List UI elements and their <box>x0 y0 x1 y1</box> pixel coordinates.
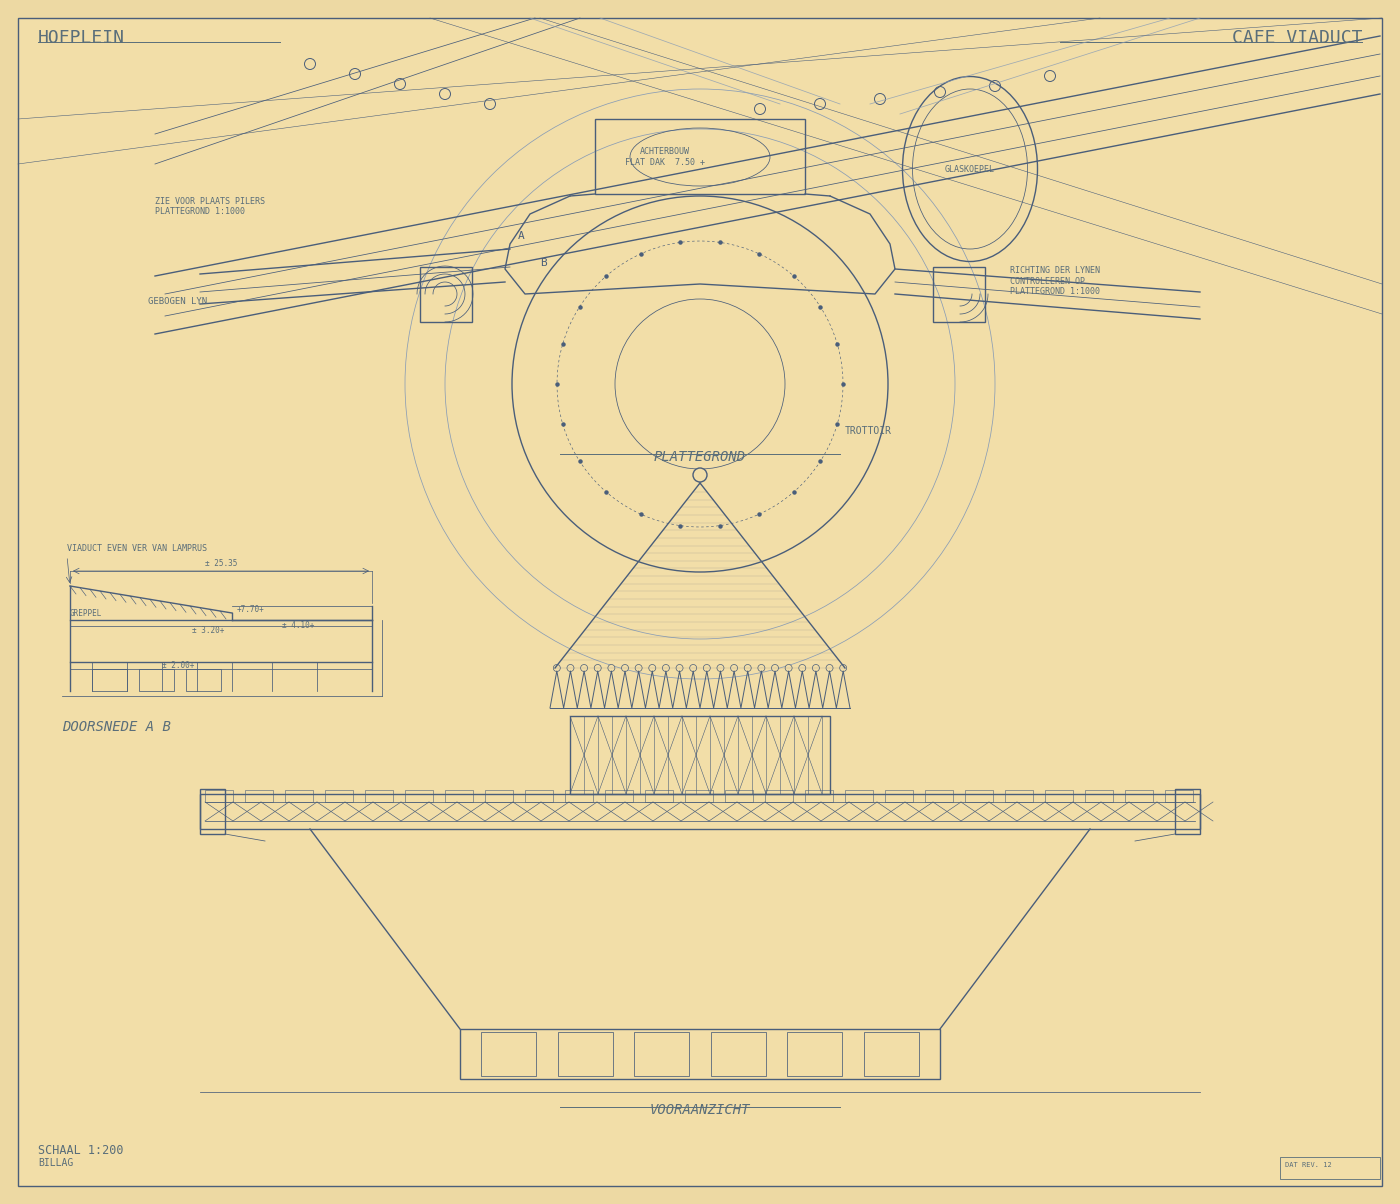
Bar <box>286 790 314 802</box>
Bar <box>605 790 633 802</box>
Circle shape <box>553 665 560 672</box>
Bar <box>420 267 472 321</box>
Bar <box>484 790 512 802</box>
Text: CAFE VIADUCT: CAFE VIADUCT <box>1232 29 1362 47</box>
Text: GREPPEL: GREPPEL <box>70 609 102 618</box>
Text: ± 3.20+: ± 3.20+ <box>192 626 224 635</box>
Bar <box>92 669 127 691</box>
Bar <box>685 790 713 802</box>
Circle shape <box>608 665 615 672</box>
Bar <box>1126 790 1154 802</box>
Text: VOORAANZICHT: VOORAANZICHT <box>650 1103 750 1117</box>
Bar <box>805 790 833 802</box>
Bar <box>482 1032 536 1076</box>
Circle shape <box>690 665 697 672</box>
Bar <box>139 669 174 691</box>
Text: VIADUCT EVEN VER VAN LAMPRUS: VIADUCT EVEN VER VAN LAMPRUS <box>67 544 207 553</box>
Bar <box>1005 790 1033 802</box>
Text: PLATTEGROND: PLATTEGROND <box>654 450 746 464</box>
Circle shape <box>676 665 683 672</box>
Circle shape <box>567 665 574 672</box>
Bar <box>764 790 792 802</box>
Circle shape <box>622 665 629 672</box>
Text: ± 2.00+: ± 2.00+ <box>162 661 195 669</box>
Text: RICHTING DER LYNEN
CONTROLEEREN OP
PLATTEGROND 1:1000: RICHTING DER LYNEN CONTROLEEREN OP PLATT… <box>1009 266 1100 296</box>
Circle shape <box>812 665 819 672</box>
Bar <box>461 1029 939 1079</box>
Bar <box>525 790 553 802</box>
Circle shape <box>745 665 752 672</box>
Circle shape <box>594 665 601 672</box>
Circle shape <box>703 665 710 672</box>
Text: ± 4.10+: ± 4.10+ <box>281 621 315 630</box>
Bar <box>846 790 874 802</box>
Text: DAT REV. 12: DAT REV. 12 <box>1285 1162 1331 1168</box>
Bar <box>325 790 353 802</box>
Circle shape <box>693 468 707 482</box>
Text: GLASKOEPEL: GLASKOEPEL <box>945 165 995 173</box>
Bar <box>204 790 232 802</box>
Bar <box>570 716 830 793</box>
Bar <box>1280 1157 1380 1179</box>
Bar <box>445 790 473 802</box>
Circle shape <box>799 665 806 672</box>
Circle shape <box>757 665 764 672</box>
Bar <box>711 1032 766 1076</box>
Circle shape <box>648 665 655 672</box>
Circle shape <box>662 665 669 672</box>
Bar <box>965 790 993 802</box>
Bar <box>365 790 393 802</box>
Bar <box>1175 789 1200 834</box>
Bar <box>200 793 1200 830</box>
Text: GEBOGEN LYN: GEBOGEN LYN <box>148 297 207 306</box>
Circle shape <box>826 665 833 672</box>
Bar <box>1044 790 1072 802</box>
Bar <box>787 1032 843 1076</box>
Bar <box>186 669 221 691</box>
Bar <box>885 790 913 802</box>
Text: B: B <box>540 258 547 268</box>
Bar <box>1085 790 1113 802</box>
Bar <box>200 789 225 834</box>
Text: DOORSNEDE A B: DOORSNEDE A B <box>62 720 171 734</box>
Bar <box>634 1032 689 1076</box>
Bar <box>725 790 753 802</box>
Bar <box>645 790 673 802</box>
Text: BILLAG: BILLAG <box>38 1158 73 1168</box>
Text: ZIE VOOR PLAATS PILERS
PLATTEGROND 1:1000: ZIE VOOR PLAATS PILERS PLATTEGROND 1:100… <box>155 196 265 216</box>
Text: A: A <box>518 231 525 241</box>
Text: HOFPLEIN: HOFPLEIN <box>38 29 125 47</box>
Circle shape <box>581 665 588 672</box>
Text: SCHAAL 1:200: SCHAAL 1:200 <box>38 1144 123 1157</box>
Text: ± 25.35: ± 25.35 <box>204 559 237 568</box>
Bar <box>864 1032 918 1076</box>
Circle shape <box>785 665 792 672</box>
Bar <box>595 119 805 194</box>
Text: +7.70+: +7.70+ <box>237 604 265 614</box>
Circle shape <box>840 665 847 672</box>
Bar <box>557 1032 613 1076</box>
Circle shape <box>636 665 643 672</box>
Text: ACHTERBOUW
FLAT DAK  7.50 +: ACHTERBOUW FLAT DAK 7.50 + <box>624 147 706 167</box>
Bar <box>245 790 273 802</box>
Bar <box>932 267 986 321</box>
Circle shape <box>731 665 738 672</box>
Bar <box>566 790 594 802</box>
Bar <box>405 790 433 802</box>
Circle shape <box>771 665 778 672</box>
Bar <box>925 790 953 802</box>
Bar <box>1165 790 1193 802</box>
Text: TROTTOIR: TROTTOIR <box>846 426 892 436</box>
Circle shape <box>717 665 724 672</box>
